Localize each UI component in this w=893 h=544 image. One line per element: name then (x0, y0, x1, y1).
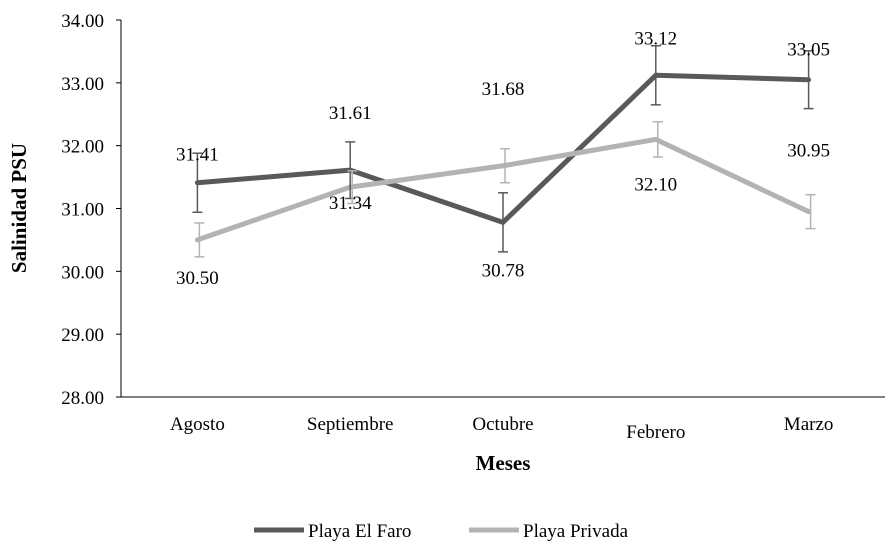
y-axis-title: Salinidad PSU (7, 143, 31, 273)
legend-item-playa-el-faro: Playa El Faro (254, 521, 411, 542)
y-tick-label: 31.00 (61, 200, 104, 221)
legend-item-playa-privada: Playa Privada (469, 521, 629, 542)
data-label-playa-privada: 30.95 (787, 141, 830, 162)
error-bar-playa-privada (347, 170, 358, 205)
y-tick-label: 28.00 (61, 388, 104, 409)
y-tick-label: 30.00 (61, 262, 104, 283)
data-label-playa-el-faro: 33.05 (787, 40, 830, 61)
x-tick-label-marzo: Marzo (784, 414, 834, 435)
y-tick-label: 32.00 (61, 137, 104, 158)
data-label-playa-privada: 31.68 (482, 79, 525, 100)
legend-label-playa-privada: Playa Privada (523, 521, 629, 542)
data-label-playa-el-faro: 30.78 (482, 260, 525, 281)
data-labels: 31.41 31.61 30.78 33.12 33.05 30.50 31.34 31.68… (176, 28, 830, 289)
y-tick-label: 33.00 (61, 74, 104, 95)
error-bar-playa-privada (500, 148, 510, 184)
x-tick-label-agosto: Agosto (170, 414, 225, 435)
y-tick-labels: 28.00 29.00 30.00 31.00 32.00 33.00 34.00 (61, 11, 121, 409)
data-label-playa-privada: 31.34 (329, 193, 372, 214)
error-bar-playa-privada (805, 193, 816, 230)
x-axis-title: Meses (476, 451, 531, 475)
error-bar-playa-el-faro (192, 152, 203, 214)
error-bar-playa-el-faro (650, 45, 661, 106)
error-bar-playa-privada (194, 222, 205, 258)
series-line-playa-privada (194, 136, 812, 243)
legend-label-playa-el-faro: Playa El Faro (308, 521, 411, 542)
data-label-playa-privada: 32.10 (634, 174, 677, 195)
x-tick-label-octubre: Octubre (472, 414, 533, 435)
data-label-playa-el-faro: 31.41 (176, 145, 219, 166)
data-label-playa-el-faro: 31.61 (329, 103, 372, 124)
data-label-playa-privada: 30.50 (176, 268, 219, 289)
data-label-playa-el-faro: 33.12 (634, 28, 677, 49)
y-tick-label: 29.00 (61, 325, 104, 346)
error-bars (192, 45, 816, 258)
error-bar-playa-el-faro (803, 50, 814, 110)
x-tick-labels: Agosto Septiembre Octubre Febrero Marzo (170, 414, 833, 443)
error-bar-playa-el-faro (498, 192, 508, 253)
x-tick-label-septiembre: Septiembre (307, 414, 394, 435)
legend: Playa El Faro Playa Privada (254, 521, 629, 542)
error-bar-playa-privada (652, 121, 663, 158)
y-tick-label: 34.00 (61, 11, 104, 32)
x-tick-label-febrero: Febrero (626, 422, 685, 443)
